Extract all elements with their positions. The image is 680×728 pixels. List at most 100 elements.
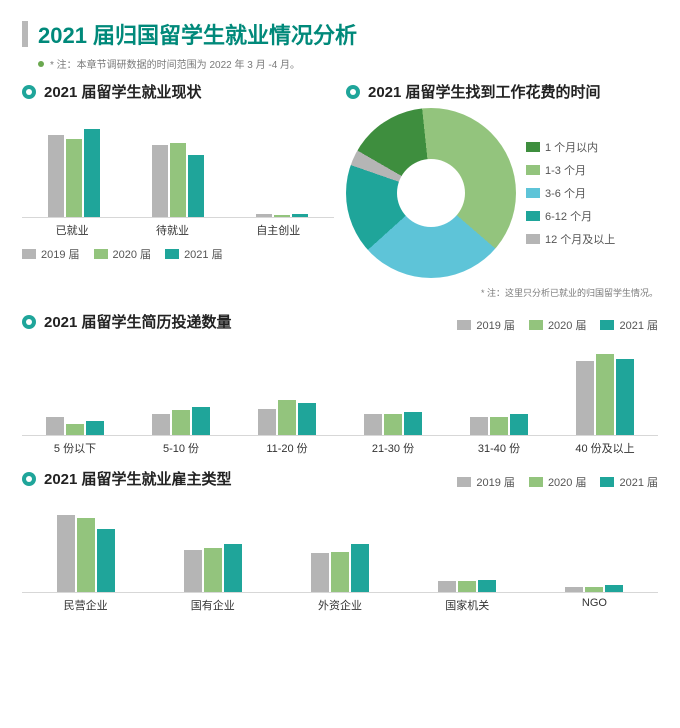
category-label: 5-10 份: [128, 440, 234, 456]
legend-swatch-2021: [600, 477, 614, 487]
bar: [256, 214, 272, 217]
bar: [224, 544, 242, 592]
legend-2019: 2019 届: [476, 474, 515, 490]
legend-swatch: [526, 211, 540, 221]
chart4-labels: 民营企业国有企业外资企业国家机关NGO: [22, 597, 658, 613]
bar: [470, 417, 488, 435]
legend-swatch-2019: [457, 477, 471, 487]
category-label: 国家机关: [404, 597, 531, 613]
bar-group: [470, 414, 528, 435]
bar: [298, 403, 316, 435]
donut-legend-item: 12 个月及以上: [526, 231, 615, 247]
bar: [576, 361, 594, 435]
bar: [77, 518, 95, 592]
donut-legend-item: 6-12 个月: [526, 208, 615, 224]
bar: [152, 414, 170, 435]
chart4-legend: 2019 届 2020 届 2021 届: [457, 474, 658, 490]
section-dot-icon: [22, 315, 36, 329]
bar: [274, 215, 290, 217]
chart3-bars: [22, 344, 658, 436]
chart3-labels: 5 份以下5-10 份11-20 份21-30 份31-40 份40 份及以上: [22, 440, 658, 456]
bar: [84, 129, 100, 217]
legend-2019: 2019 届: [41, 246, 80, 262]
bar: [351, 544, 369, 592]
bar-group: [184, 544, 242, 592]
category-label: 11-20 份: [234, 440, 340, 456]
bar: [331, 552, 349, 592]
bar-group: [152, 407, 210, 435]
main-title-row: 2021 届归国留学生就业情况分析: [22, 18, 658, 50]
legend-swatch-2021: [165, 249, 179, 259]
section-dot-icon: [346, 85, 360, 99]
donut-legend-item: 1 个月以内: [526, 139, 615, 155]
bar-group: [256, 214, 308, 217]
note-bullet-icon: [38, 61, 44, 67]
bar-group: [46, 417, 104, 435]
bar-group: [57, 515, 115, 592]
bar: [172, 410, 190, 435]
bar: [616, 359, 634, 435]
bar-group: [576, 354, 634, 435]
bar: [585, 587, 603, 592]
legend-swatch: [526, 165, 540, 175]
bar: [565, 587, 583, 592]
chart1-labels: 已就业待就业自主创业: [22, 222, 334, 238]
category-label: 民营企业: [22, 597, 149, 613]
donut-chart: [346, 108, 516, 278]
employment-status-panel: 2021 届留学生就业现状 已就业待就业自主创业 2019 届 2020 届 2…: [22, 81, 334, 299]
bar: [384, 414, 402, 435]
category-label: 21-30 份: [340, 440, 446, 456]
bar: [188, 155, 204, 217]
bar: [57, 515, 75, 592]
donut-legend: 1 个月以内 1-3 个月 3-6 个月 6-12 个月 12 个月及以上: [526, 139, 615, 247]
donut-hole: [397, 159, 465, 227]
legend-2021: 2021 届: [619, 474, 658, 490]
donut-legend-label: 1-3 个月: [545, 162, 586, 178]
bar: [66, 139, 82, 217]
bar-group: [364, 412, 422, 435]
bar: [596, 354, 614, 435]
bar: [510, 414, 528, 435]
section-dot-icon: [22, 472, 36, 486]
bar: [258, 409, 276, 435]
legend-swatch-2020: [94, 249, 108, 259]
page-title: 2021 届归国留学生就业情况分析: [38, 18, 357, 50]
category-label: 31-40 份: [446, 440, 552, 456]
chart1-bars: [22, 108, 334, 218]
chart3-legend: 2019 届 2020 届 2021 届: [457, 317, 658, 333]
employer-type-panel: 2021 届留学生就业雇主类型 2019 届 2020 届 2021 届 民营企…: [22, 468, 658, 613]
legend-swatch-2020: [529, 320, 543, 330]
legend-swatch-2019: [22, 249, 36, 259]
legend-swatch: [526, 234, 540, 244]
chart3-title: 2021 届留学生简历投递数量: [44, 311, 232, 332]
bar: [184, 550, 202, 592]
donut-legend-label: 1 个月以内: [545, 139, 598, 155]
bar: [170, 143, 186, 217]
legend-swatch-2021: [600, 320, 614, 330]
donut-legend-item: 1-3 个月: [526, 162, 615, 178]
bar: [605, 585, 623, 592]
bar: [97, 529, 115, 592]
section-dot-icon: [22, 85, 36, 99]
bar: [86, 421, 104, 435]
bar: [278, 400, 296, 435]
bar: [46, 417, 64, 435]
title-accent-bar: [22, 21, 28, 47]
bar: [438, 581, 456, 592]
chart4-title: 2021 届留学生就业雇主类型: [44, 468, 232, 489]
legend-2020: 2020 届: [548, 474, 587, 490]
category-label: NGO: [531, 597, 658, 613]
legend-swatch-2020: [529, 477, 543, 487]
bar: [204, 548, 222, 592]
legend-2019: 2019 届: [476, 317, 515, 333]
donut-legend-item: 3-6 个月: [526, 185, 615, 201]
bar-group: [438, 580, 496, 592]
time-to-job-panel: 2021 届留学生找到工作花费的时间 1 个月以内1-3 个月3-6 个月6-1…: [346, 81, 658, 299]
donut-legend-label: 6-12 个月: [545, 208, 592, 224]
legend-swatch: [526, 142, 540, 152]
header-note-row: * 注：本章节调研数据的时间范围为 2022 年 3 月 -4 月。: [38, 56, 658, 71]
bar: [292, 214, 308, 217]
bar: [48, 135, 64, 217]
bar-group: [565, 585, 623, 592]
category-label: 国有企业: [149, 597, 276, 613]
